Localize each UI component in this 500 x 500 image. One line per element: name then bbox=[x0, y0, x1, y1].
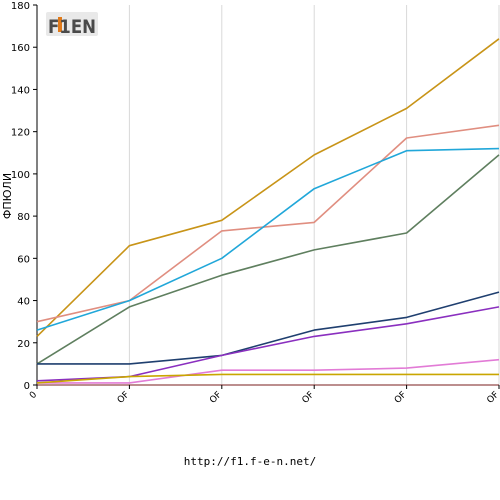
grid-layer bbox=[128, 5, 500, 385]
series-line-3 bbox=[36, 147, 500, 331]
ticks-layer: 0 20 40 60 80 100 120 140 160 180 0 OF OF OF OF OF bbox=[11, 1, 500, 406]
y-tick-label: 180 bbox=[11, 1, 30, 12]
x-tick-label: OF bbox=[301, 390, 317, 406]
series-line-7 bbox=[37, 358, 500, 384]
series-line-8 bbox=[36, 373, 499, 384]
x-tick-label: OF bbox=[116, 390, 132, 406]
logo: F1EN bbox=[46, 12, 98, 38]
y-tick-label: 20 bbox=[17, 339, 30, 350]
series-line-4 bbox=[36, 154, 500, 365]
y-tick-label: 60 bbox=[17, 254, 30, 265]
y-tick-label: 140 bbox=[11, 85, 30, 96]
axes-layer bbox=[36, 5, 499, 386]
series-line-5 bbox=[37, 291, 500, 365]
series-line-2 bbox=[36, 124, 500, 323]
y-tick-label: 120 bbox=[11, 128, 30, 139]
y-axis-label: ФПЮЛИ bbox=[1, 173, 14, 219]
x-tick-label: 0 bbox=[28, 390, 39, 401]
logo-text: F1EN bbox=[48, 16, 96, 38]
y-tick-label: 0 bbox=[24, 381, 30, 392]
x-tick-label: OF bbox=[208, 390, 224, 406]
y-tick-label: 100 bbox=[11, 170, 30, 181]
y-tick-label: 80 bbox=[17, 212, 30, 223]
x-tick-label: OF bbox=[393, 390, 409, 406]
series-layer bbox=[36, 38, 500, 384]
series-line-1 bbox=[36, 38, 500, 337]
footer-url[interactable]: http://f1.f-e-n.net/ bbox=[183, 455, 317, 468]
x-tick-label: OF bbox=[485, 390, 500, 406]
y-tick-label: 40 bbox=[17, 297, 30, 308]
y-tick-label: 160 bbox=[11, 43, 30, 54]
